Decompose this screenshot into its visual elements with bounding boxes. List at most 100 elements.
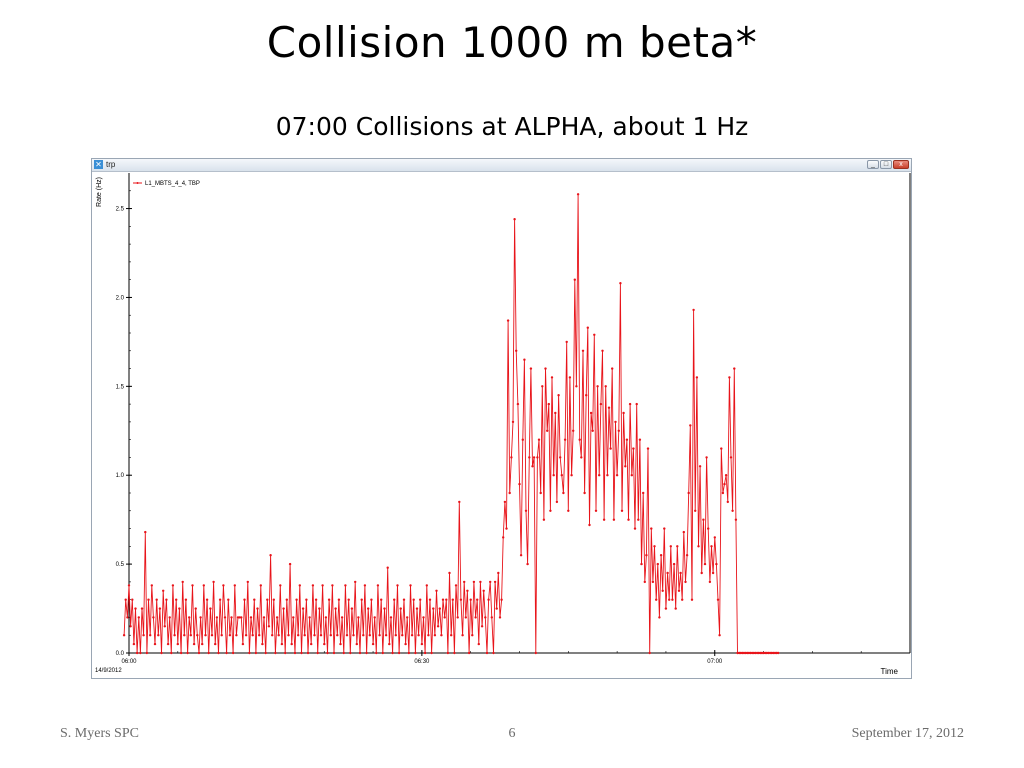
data-point [160,651,163,655]
data-point [332,651,336,655]
data-point [420,642,424,646]
data-point [702,518,705,521]
data-point [721,491,725,495]
data-point [303,634,306,637]
data-point [518,482,521,486]
data-point [602,518,606,521]
data-point [718,634,721,637]
data-point [698,465,702,468]
data-point [173,634,176,637]
data-point [350,607,354,610]
data-point [708,580,712,584]
data-point [677,589,681,592]
data-point [586,326,589,329]
data-point [397,651,401,655]
data-point [599,402,603,406]
data-point [176,642,179,646]
window-title: trp [106,160,116,169]
data-point [166,642,170,646]
data-point [724,474,728,477]
close-button[interactable]: x [893,160,909,169]
data-point [532,456,536,459]
data-point [218,598,222,601]
data-point [248,651,251,655]
data-point [490,616,493,619]
data-point [149,634,152,637]
slide-subtitle: 07:00 Collisions at ALPHA, about 1 Hz [275,112,749,141]
window-titlebar[interactable]: ✕ trp _ □ x [92,159,911,172]
data-point [508,491,511,495]
data-point [132,642,136,646]
data-point [360,598,363,601]
data-point [567,509,570,512]
data-point [659,554,663,557]
data-point [550,376,554,379]
data-point [394,634,397,637]
data-point [155,598,158,601]
data-point [651,580,655,584]
data-point [311,584,315,587]
data-point [192,642,196,646]
data-point [373,616,376,619]
data-point [563,438,567,441]
data-point [301,607,305,610]
data-point [267,625,271,628]
data-point [492,651,495,655]
data-point [596,385,599,388]
data-point [646,447,650,450]
data-point [498,616,502,619]
data-point [220,634,223,637]
data-point [454,584,458,587]
data-point [402,598,406,601]
data-point [700,571,703,575]
data-point [617,429,620,432]
data-point [419,598,422,601]
data-point [506,319,510,322]
data-point [344,584,347,587]
data-point [588,523,591,527]
data-point [685,554,689,557]
minimize-button[interactable]: _ [867,160,879,169]
data-point [742,651,746,655]
data-point [441,598,445,601]
data-point [147,598,150,601]
data-point [453,651,456,655]
data-point [559,456,562,459]
data-point [327,598,331,601]
data-point [554,411,557,415]
data-point [342,651,345,655]
data-point [243,598,246,601]
data-point [692,308,695,312]
data-point [261,642,264,646]
data-point [510,456,513,459]
data-point [443,616,446,619]
footer-author: S. Myers SPC [60,726,139,741]
data-point [471,634,474,637]
data-point [378,634,381,637]
data-point [152,616,155,619]
data-point [422,616,425,619]
data-point [228,634,232,637]
data-point [179,651,183,655]
data-point [450,634,453,637]
data-point [669,545,672,548]
data-point [524,509,528,512]
data-point [184,598,188,601]
data-point [542,518,546,521]
data-point [477,642,480,646]
data-point [323,642,326,646]
data-point [275,616,279,619]
data-point [526,562,529,566]
data-point [241,642,245,646]
data-point [207,651,210,655]
data-point [694,509,697,512]
data-point [459,598,463,601]
data-point [720,447,723,450]
data-point [463,580,466,584]
data-point [279,584,282,587]
data-point [153,642,157,646]
maximize-button[interactable]: □ [880,160,892,169]
data-point [467,651,471,655]
data-point [534,651,537,655]
data-point [456,616,459,619]
